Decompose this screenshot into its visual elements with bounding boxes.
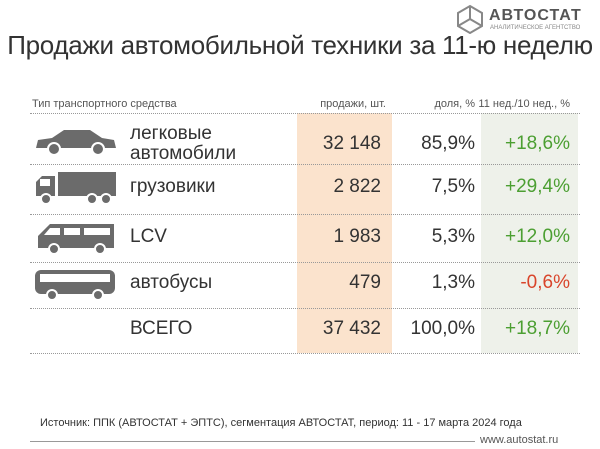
row-separator <box>30 308 580 309</box>
logo-icon <box>457 4 483 34</box>
change: +29,4% <box>505 176 570 197</box>
lcv-icon <box>38 224 114 255</box>
column-header: продажи, шт. <box>320 98 386 110</box>
column-header: доля, % <box>434 98 475 110</box>
sales-column-bg <box>297 113 392 353</box>
vehicle-type: легковые автомобили <box>130 123 237 164</box>
row-separator <box>30 353 580 354</box>
vehicle-type: ВСЕГО <box>130 318 193 339</box>
bus-icon <box>35 270 115 301</box>
sales: 32 148 <box>322 133 381 154</box>
change: +12,0% <box>505 226 570 247</box>
title: Продажи автомобильной техники за 11-ю не… <box>7 30 593 60</box>
sales: 1 983 <box>333 226 381 247</box>
vehicle-type: грузовики <box>130 176 216 197</box>
share: 100,0% <box>410 318 475 339</box>
sales: 479 <box>349 272 381 293</box>
truck-icon <box>36 172 116 205</box>
row-separator <box>30 164 580 165</box>
share: 7,5% <box>431 176 475 197</box>
change: +18,7% <box>505 318 570 339</box>
share: 85,9% <box>421 133 475 154</box>
change-column-bg <box>481 113 578 353</box>
row-separator <box>30 113 580 114</box>
logo: АВТОСТАТ <box>489 7 582 24</box>
vehicle-type: автобусы <box>130 272 213 293</box>
footer-line <box>30 441 475 442</box>
vehicle-type: LCV <box>130 226 167 247</box>
sales: 2 822 <box>333 176 381 197</box>
row-separator <box>30 262 580 263</box>
change: -0,6% <box>520 272 570 293</box>
change: +18,6% <box>505 133 570 154</box>
column-header: 11 нед./10 нед., % <box>478 98 570 110</box>
row-separator <box>30 214 580 215</box>
sales: 37 432 <box>322 318 381 339</box>
share: 1,3% <box>431 272 475 293</box>
column-header: Тип транспортного средства <box>32 98 177 110</box>
source: Источник: ППК (АВТОСТАТ + ЭПТС), сегмент… <box>40 417 522 429</box>
url: www.autostat.ru <box>480 434 559 446</box>
share: 5,3% <box>431 226 475 247</box>
car-icon <box>36 130 116 156</box>
logo-subtitle: АНАЛИТИЧЕСКОЕ АГЕНТСТВО <box>490 25 581 31</box>
